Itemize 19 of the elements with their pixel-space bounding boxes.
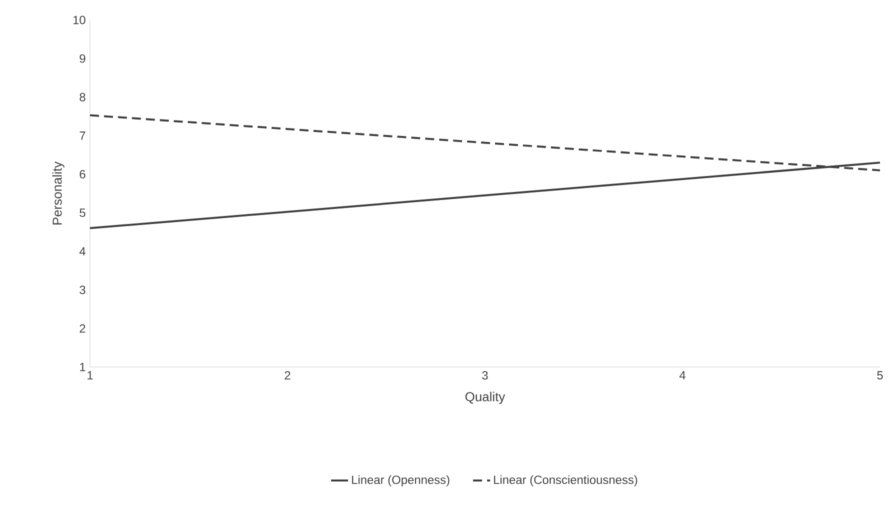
y-axis-title: Personality [52,161,64,224]
y-tick-label: 5 [80,208,86,217]
y-tick-label: 6 [80,170,86,178]
y-tick-label: 3 [80,286,86,294]
y-tick-label: 4 [79,247,86,256]
y-tick-label: 7 [80,132,86,140]
y-tick-label: 10 [73,16,86,24]
legend-label: Linear (Conscientiousness) [494,475,638,486]
x-tick-label: 2 [284,371,290,380]
x-tick-label: 1 [88,371,93,380]
x-tick-label: 4 [679,371,686,380]
x-tick-label: 5 [877,371,883,380]
y-tick-label: 9 [80,54,86,63]
legend-label: Linear (Openness) [352,475,450,486]
y-tick-label: 1 [80,362,86,372]
y-tick-label: 8 [80,92,86,102]
y-tick-label: 2 [80,324,86,333]
x-axis-title: Quality [465,392,506,404]
x-tick-label: 3 [482,371,488,380]
